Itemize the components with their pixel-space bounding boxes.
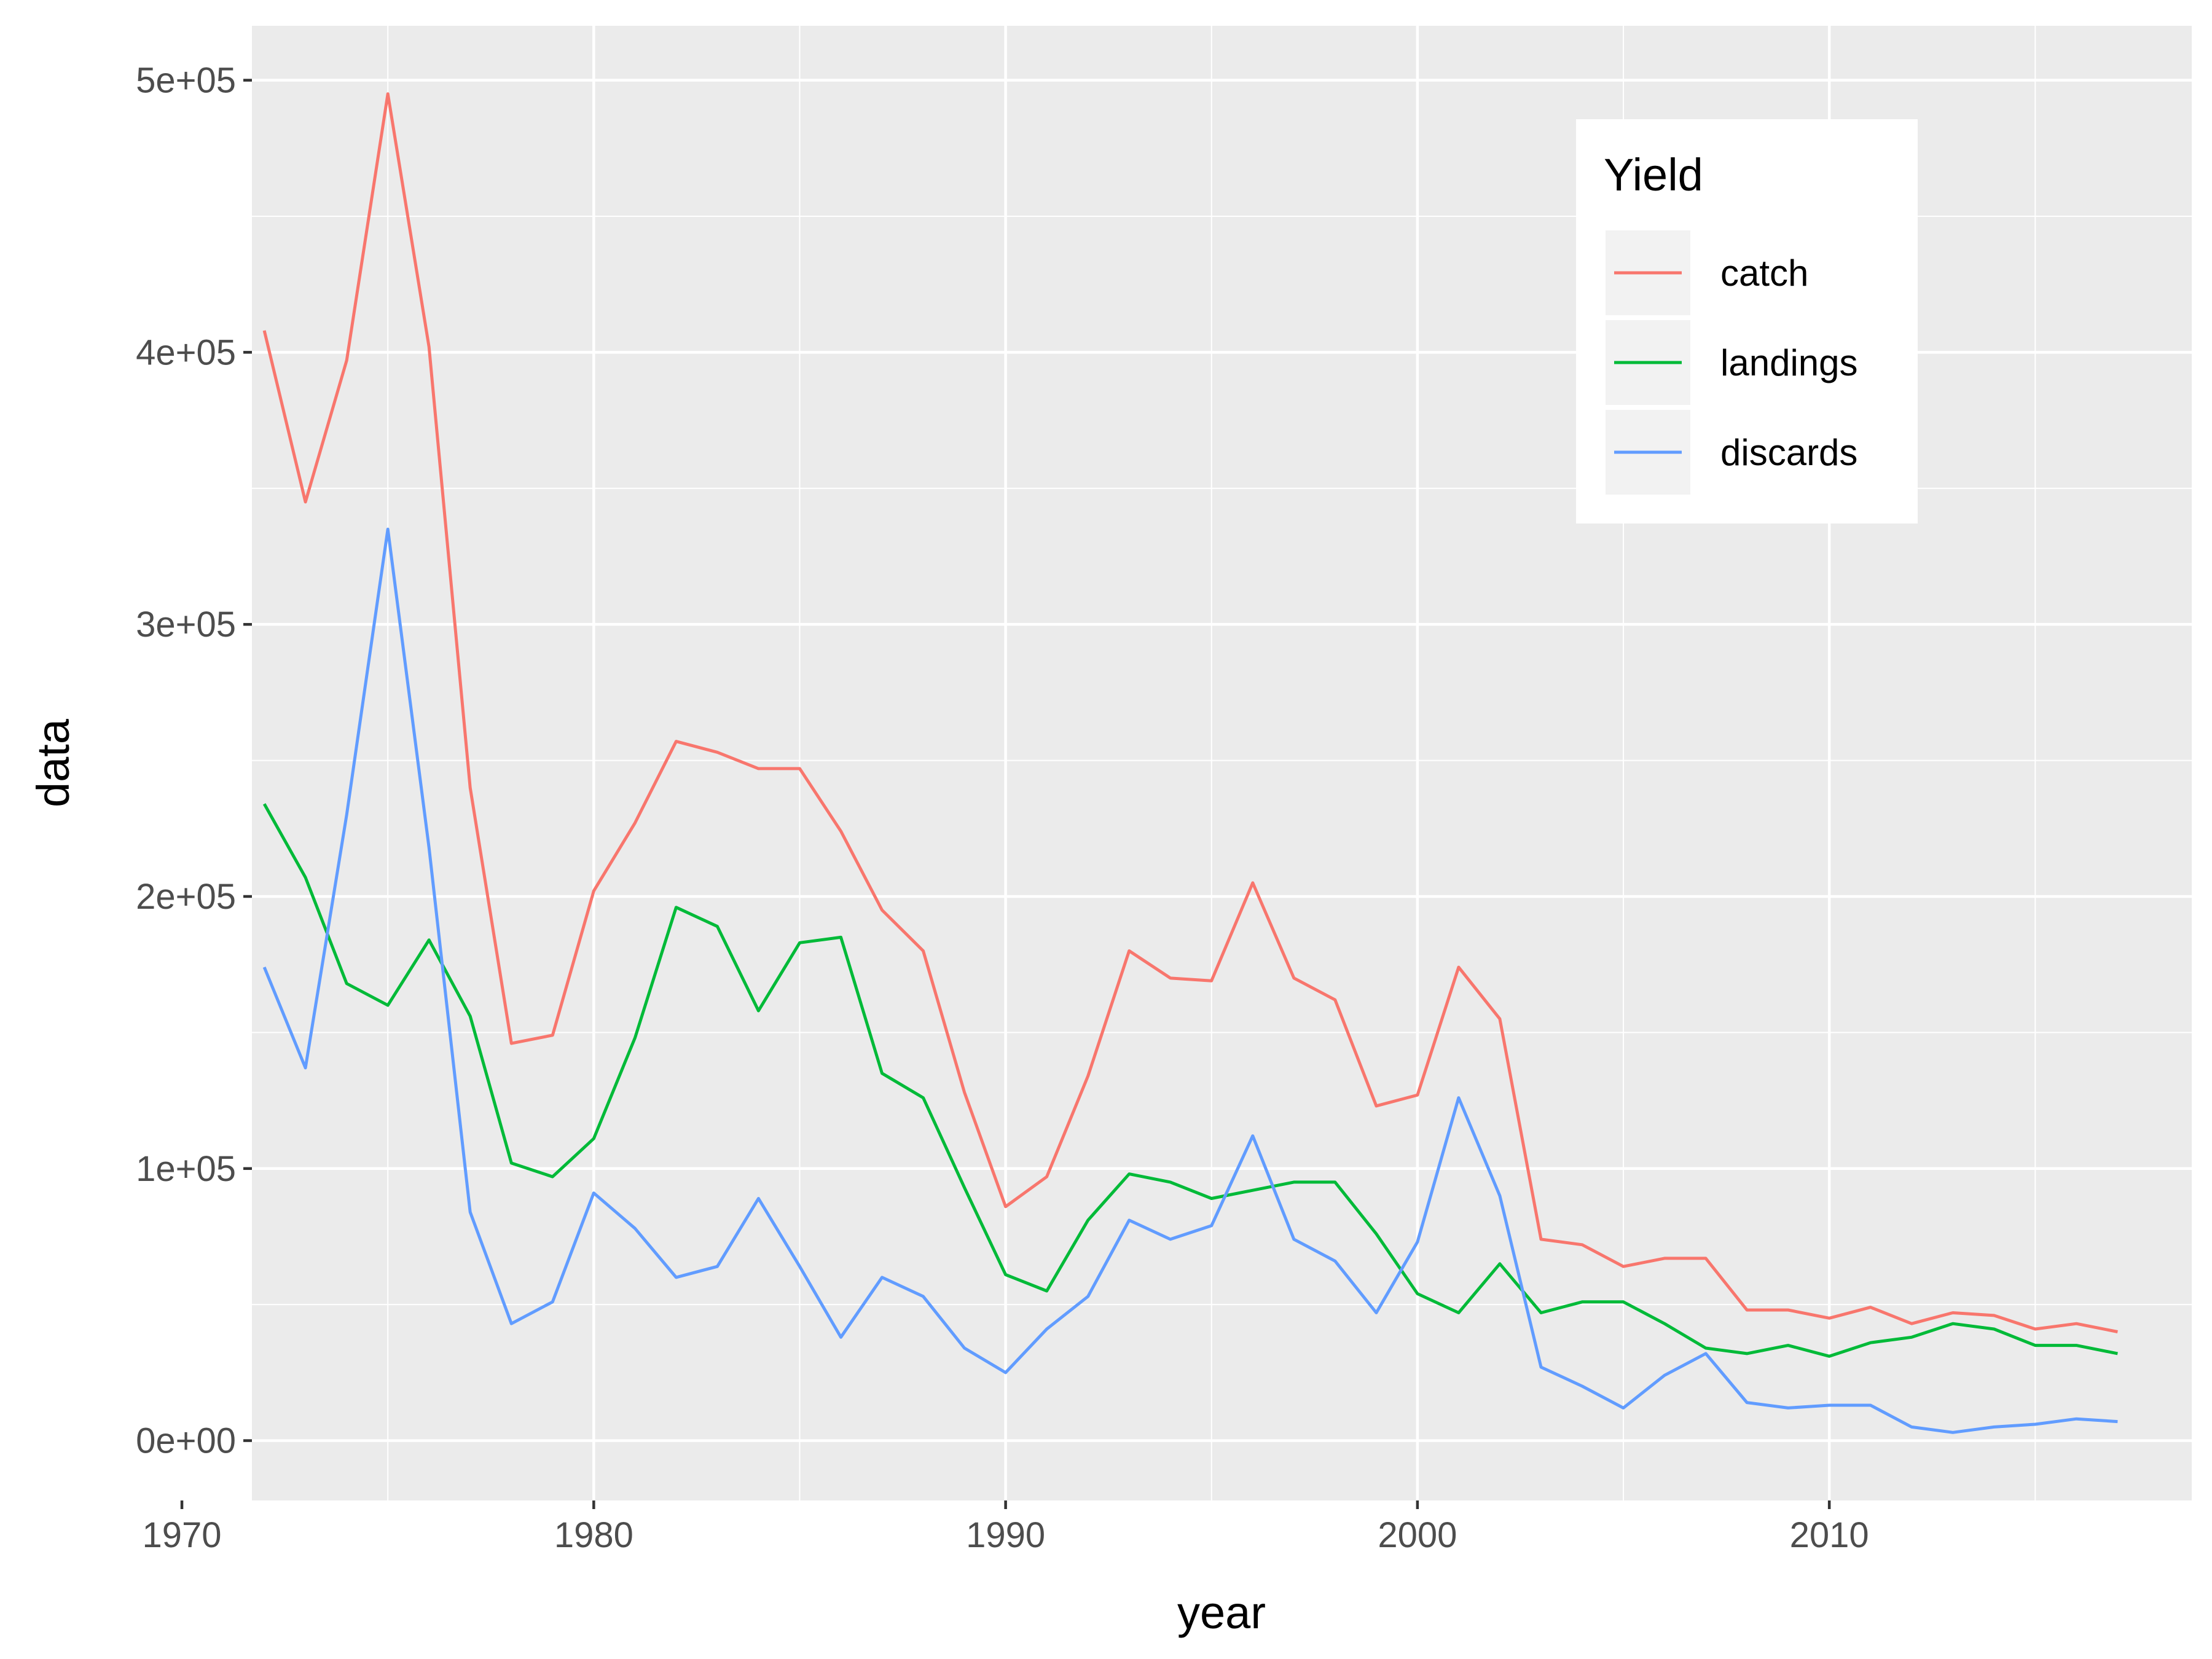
- y-axis-title: data: [28, 718, 79, 807]
- x-tick-label: 1990: [966, 1515, 1045, 1555]
- legend-label-discards: discards: [1720, 432, 1857, 473]
- y-tick-label: 2e+05: [136, 877, 236, 917]
- series-line-landings: [262, 803, 2118, 1358]
- y-tick-label: 4e+05: [136, 332, 236, 372]
- legend: Yield catch landings discards: [1576, 119, 1918, 524]
- series-lines: [262, 92, 2118, 1434]
- legend-label-landings: landings: [1720, 342, 1858, 383]
- x-tick-label: 2010: [1790, 1515, 1869, 1555]
- x-tick-label: 1970: [143, 1515, 222, 1555]
- y-tick-label: 3e+05: [136, 605, 236, 645]
- y-tick-label: 0e+00: [136, 1421, 236, 1461]
- y-tick-labels: 0e+00 1e+05 2e+05 3e+05 4e+05 5e+05: [136, 61, 236, 1461]
- axis-ticks: [180, 79, 1831, 1509]
- series-line-discards: [262, 527, 2118, 1434]
- y-tick-label: 5e+05: [136, 61, 236, 101]
- x-tick-label: 1980: [554, 1515, 633, 1555]
- series-line-catch: [262, 92, 2118, 1333]
- x-axis-title: year: [1177, 1587, 1266, 1638]
- x-tick-labels: 1970 1980 1990 2000 2010: [143, 1515, 1869, 1555]
- legend-items: catch landings discards: [1606, 230, 1858, 495]
- legend-title: Yield: [1604, 149, 1703, 200]
- y-tick-label: 1e+05: [136, 1149, 236, 1189]
- x-tick-label: 2000: [1378, 1515, 1457, 1555]
- legend-label-catch: catch: [1720, 253, 1808, 294]
